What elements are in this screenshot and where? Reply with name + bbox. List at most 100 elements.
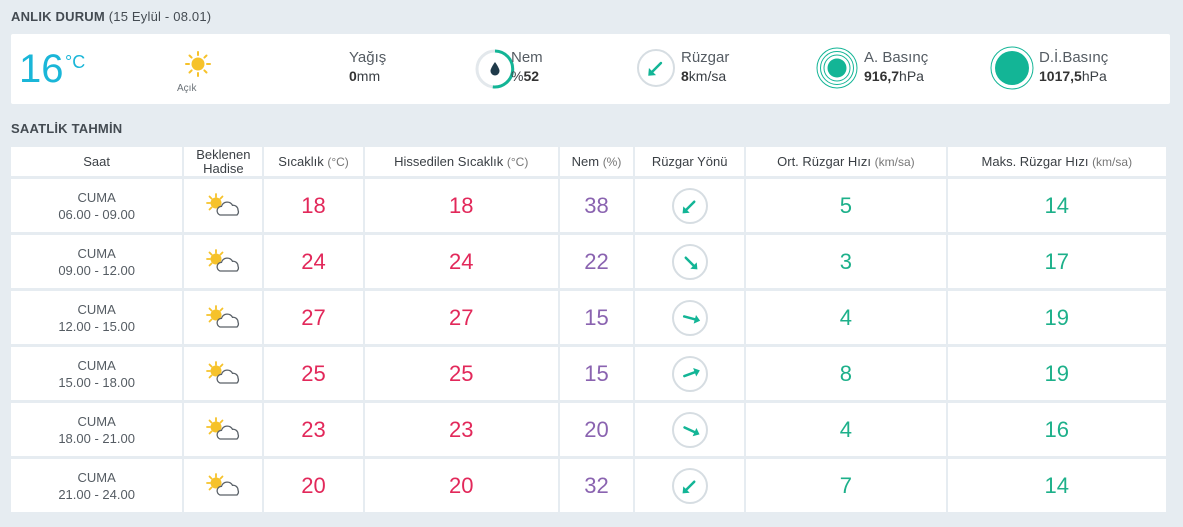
current-conditions-card: 16 °C Açık Yağış 0mm Nem %52 — [11, 34, 1170, 104]
time-cell: CUMA 18.00 - 21.00 — [11, 403, 183, 456]
pressure-value: 916,7 — [864, 68, 900, 84]
temperature-cell: 18 — [264, 179, 363, 232]
header-wind-max-label: Maks. Rüzgar Hızı — [981, 153, 1089, 169]
wind-max-cell: 14 — [947, 459, 1166, 512]
partly-cloudy-icon — [184, 291, 263, 344]
temperature-unit: °C — [65, 52, 86, 72]
temperature-cell: 24 — [264, 235, 363, 288]
wind-average-cell: 7 — [746, 459, 946, 512]
wind-direction-icon — [635, 47, 677, 94]
wind-direction-cell — [635, 347, 745, 400]
humidity-cell: 38 — [559, 179, 634, 232]
table-row: CUMA 21.00 - 24.00 20 20 32 — [11, 459, 1166, 512]
wind-arrow-icon — [671, 243, 708, 280]
wind-max-cell: 16 — [947, 403, 1166, 456]
precipitation-label: Yağış — [349, 49, 387, 66]
pressure-metric: A. Basınç 916,7hPa — [864, 49, 928, 85]
row-time-range: 12.00 - 15.00 — [58, 318, 135, 334]
sea-level-pressure-metric: D.İ.Basınç 1017,5hPa — [1039, 49, 1108, 85]
time-cell: CUMA 09.00 - 12.00 — [11, 235, 183, 288]
wind-average-cell: 3 — [746, 235, 946, 288]
time-cell: CUMA 06.00 - 09.00 — [11, 179, 183, 232]
wind-metric: Rüzgar 8km/sa — [681, 49, 729, 85]
header-wind-average-unit: (km/sa) — [874, 154, 915, 169]
table-row: CUMA 18.00 - 21.00 23 23 20 — [11, 403, 1166, 456]
humidity-gauge-icon — [473, 47, 517, 96]
feels-like-cell: 18 — [364, 179, 558, 232]
header-wind-direction: Rüzgar Yönü — [635, 147, 745, 176]
wind-label: Rüzgar — [681, 49, 730, 66]
wind-direction-cell — [635, 179, 745, 232]
header-feels-like: Hissedilen Sıcaklık (°C) — [364, 147, 558, 176]
table-row: CUMA 12.00 - 15.00 27 27 15 — [11, 291, 1166, 344]
table-row: CUMA 06.00 - 09.00 18 18 38 — [11, 179, 1166, 232]
header-wind-max-unit: (km/sa) — [1092, 154, 1133, 169]
partly-cloudy-icon — [184, 347, 263, 400]
partly-cloudy-icon — [184, 179, 263, 232]
humidity-cell: 22 — [559, 235, 634, 288]
time-cell: CUMA 12.00 - 15.00 — [11, 291, 183, 344]
time-cell: CUMA 21.00 - 24.00 — [11, 459, 183, 512]
sea-level-pressure-unit: hPa — [1081, 68, 1107, 84]
row-time-range: 09.00 - 12.00 — [58, 262, 135, 278]
humidity-prefix: % — [511, 68, 524, 84]
temperature-cell: 27 — [264, 291, 363, 344]
row-day: CUMA — [77, 189, 116, 205]
feels-like-cell: 25 — [364, 347, 558, 400]
table-row: CUMA 09.00 - 12.00 24 24 22 — [11, 235, 1166, 288]
header-feels-like-unit: (°C) — [506, 154, 529, 169]
header-feels-like-label: Hissedilen Sıcaklık — [394, 153, 504, 169]
feels-like-cell: 20 — [364, 459, 558, 512]
precipitation-metric: Yağış 0mm — [349, 49, 386, 85]
pressure-label: A. Basınç — [864, 49, 929, 66]
humidity-cell: 32 — [559, 459, 634, 512]
humidity-cell: 20 — [559, 403, 634, 456]
condition-label: Açık — [177, 83, 197, 94]
wind-direction-cell — [635, 403, 745, 456]
header-wind-average: Ort. Rüzgar Hızı (km/sa) — [746, 147, 946, 176]
wind-arrow-icon — [671, 187, 708, 224]
row-day: CUMA — [77, 413, 116, 429]
header-time: Saat — [11, 147, 183, 176]
humidity-cell: 15 — [559, 347, 634, 400]
feels-like-cell: 23 — [364, 403, 558, 456]
wind-average-cell: 4 — [746, 403, 946, 456]
precipitation-unit: mm — [356, 68, 381, 84]
wind-unit: km/sa — [688, 68, 727, 84]
header-humidity: Nem (%) — [559, 147, 634, 176]
row-time-range: 06.00 - 09.00 — [58, 206, 135, 222]
humidity-cell: 15 — [559, 291, 634, 344]
table-row: CUMA 15.00 - 18.00 25 25 15 — [11, 347, 1166, 400]
row-day: CUMA — [77, 469, 116, 485]
current-conditions-date: (15 Eylül - 08.01) — [108, 9, 212, 24]
sea-level-pressure-value: 1017,5 — [1039, 68, 1082, 84]
wind-max-cell: 19 — [947, 347, 1166, 400]
wind-value: 8 — [681, 68, 689, 84]
humidity-metric: Nem %52 — [511, 49, 543, 85]
temperature-cell: 20 — [264, 459, 363, 512]
wind-direction-cell — [635, 235, 745, 288]
temperature-cell: 23 — [264, 403, 363, 456]
wind-max-cell: 19 — [947, 291, 1166, 344]
humidity-label: Nem — [511, 49, 543, 66]
feels-like-cell: 24 — [364, 235, 558, 288]
header-humidity-unit: (%) — [602, 154, 622, 169]
wind-average-cell: 8 — [746, 347, 946, 400]
current-conditions-heading: ANLIK DURUM — [11, 9, 105, 24]
wind-arrow-icon — [671, 299, 708, 336]
feels-like-cell: 27 — [364, 291, 558, 344]
header-wind-average-label: Ort. Rüzgar Hızı — [777, 153, 872, 169]
pressure-icon — [815, 46, 859, 95]
header-event: Beklenen Hadise — [184, 147, 263, 176]
sun-icon — [184, 50, 212, 83]
header-wind-max: Maks. Rüzgar Hızı (km/sa) — [947, 147, 1166, 176]
sea-level-pressure-label: D.İ.Basınç — [1039, 49, 1109, 66]
row-time-range: 15.00 - 18.00 — [58, 374, 135, 390]
row-day: CUMA — [77, 301, 116, 317]
pressure-unit: hPa — [899, 68, 924, 84]
hourly-forecast-title: SAATLİK TAHMİN — [11, 121, 123, 136]
wind-max-cell: 14 — [947, 179, 1166, 232]
wind-arrow-icon — [671, 355, 708, 392]
header-humidity-label: Nem — [571, 153, 600, 169]
sea-level-pressure-icon — [989, 45, 1035, 96]
